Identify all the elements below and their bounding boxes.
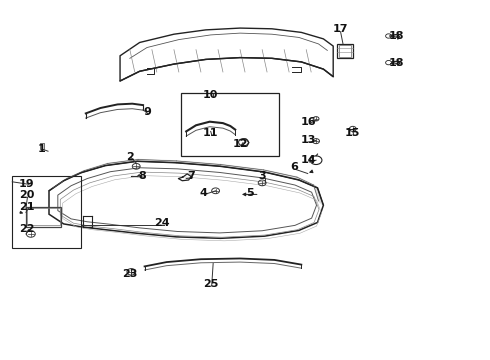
Text: 2: 2 bbox=[126, 152, 134, 162]
Text: 16: 16 bbox=[301, 117, 317, 127]
Text: 23: 23 bbox=[122, 269, 138, 279]
Polygon shape bbox=[297, 177, 318, 188]
Text: 18: 18 bbox=[389, 31, 405, 41]
Polygon shape bbox=[49, 178, 68, 191]
Polygon shape bbox=[137, 159, 176, 163]
Text: 25: 25 bbox=[203, 279, 219, 289]
Text: 21: 21 bbox=[19, 202, 35, 212]
Text: 14: 14 bbox=[301, 155, 317, 165]
Text: 6: 6 bbox=[290, 162, 298, 172]
Bar bbox=[40, 143, 44, 149]
Text: 10: 10 bbox=[203, 90, 219, 100]
Text: 11: 11 bbox=[203, 128, 219, 138]
Text: 15: 15 bbox=[345, 128, 361, 138]
Bar bbox=[26, 207, 61, 227]
Bar bbox=[337, 44, 353, 58]
Text: 17: 17 bbox=[333, 24, 348, 34]
Bar bbox=[181, 93, 279, 156]
Text: 7: 7 bbox=[187, 171, 195, 181]
Polygon shape bbox=[81, 163, 108, 173]
Text: 12: 12 bbox=[232, 139, 248, 149]
Polygon shape bbox=[176, 161, 220, 166]
Text: 1: 1 bbox=[38, 144, 46, 154]
Polygon shape bbox=[105, 159, 138, 166]
Text: 24: 24 bbox=[154, 218, 170, 228]
Polygon shape bbox=[64, 171, 84, 181]
Text: 18: 18 bbox=[389, 58, 405, 68]
Bar bbox=[12, 176, 81, 248]
Text: 3: 3 bbox=[258, 171, 266, 181]
Bar bbox=[27, 208, 60, 225]
Text: 4: 4 bbox=[199, 188, 207, 198]
Polygon shape bbox=[314, 185, 323, 205]
Text: 8: 8 bbox=[138, 171, 146, 181]
Text: 22: 22 bbox=[19, 224, 35, 234]
Polygon shape bbox=[220, 165, 265, 172]
Text: 19: 19 bbox=[19, 179, 35, 189]
Polygon shape bbox=[264, 170, 299, 180]
Bar bbox=[339, 45, 351, 57]
Text: 9: 9 bbox=[143, 107, 151, 117]
Text: 20: 20 bbox=[19, 190, 35, 201]
Text: 5: 5 bbox=[246, 188, 254, 198]
Text: 13: 13 bbox=[301, 135, 317, 145]
